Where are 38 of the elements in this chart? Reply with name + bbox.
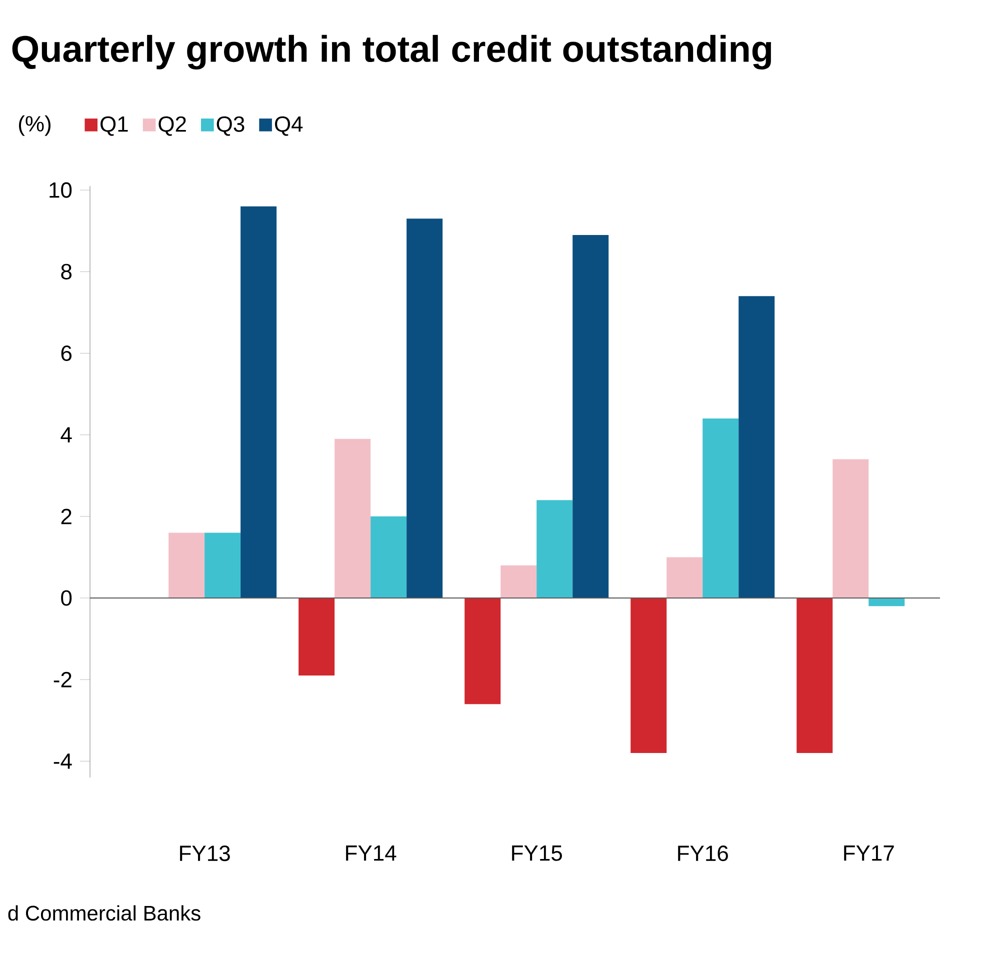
bar (796, 598, 833, 754)
bar (832, 459, 869, 598)
chart-title: Quarterly growth in total credit outstanding (12, 34, 772, 70)
x-tick-label: FY17 (844, 846, 894, 861)
bar (240, 206, 277, 598)
y-axis-title: (%) (19, 115, 50, 136)
x-tick-label: FY16 (678, 846, 728, 862)
x-tick-label: FY14 (346, 846, 396, 861)
y-tick-label: 4 (60, 427, 72, 442)
bar (868, 598, 905, 606)
y-tick-label: -2 (54, 672, 72, 688)
y-tick-label: -4 (54, 754, 72, 769)
bar (738, 296, 775, 598)
bar (334, 438, 371, 598)
text: d Commercial Banks (8, 905, 200, 921)
x-tick-label: FY15 (512, 846, 562, 861)
bar (168, 532, 205, 598)
y-tick-label: 0 (61, 590, 72, 606)
x-tick-label: FY13 (180, 846, 230, 862)
y-tick-label: 10 (50, 182, 72, 198)
legend-label: Q2 (158, 116, 186, 136)
bar (702, 418, 739, 598)
y-tick-label: 6 (61, 345, 72, 362)
legend-label: Q3 (216, 116, 244, 136)
bar (630, 598, 667, 754)
bar (406, 218, 443, 598)
bar (536, 500, 573, 598)
legend-label: Q1 (100, 116, 128, 136)
y-tick-label: 2 (61, 508, 72, 524)
bar (204, 532, 241, 598)
bar (572, 234, 609, 598)
bar (464, 598, 501, 704)
legend-label: Q4 (274, 116, 303, 136)
bar (298, 598, 335, 676)
bar (666, 557, 703, 598)
y-tick-label: 8 (61, 264, 72, 280)
bar (500, 565, 537, 598)
bar (370, 516, 407, 598)
